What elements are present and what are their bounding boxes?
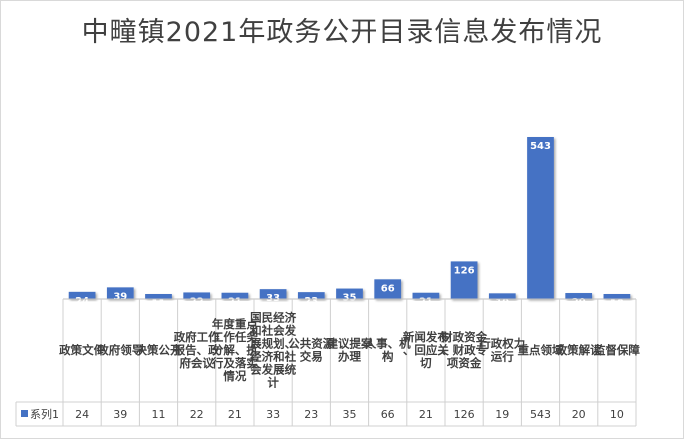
bar bbox=[221, 292, 249, 299]
category-label: 建议提案办理 bbox=[327, 337, 373, 364]
value-label: 24 bbox=[75, 296, 89, 307]
table-value: 33 bbox=[266, 408, 280, 421]
bar bbox=[488, 293, 516, 299]
value-label: 20 bbox=[572, 297, 586, 308]
bar bbox=[68, 291, 96, 299]
category-label: 重点领域 bbox=[518, 343, 564, 357]
category-label: 监督保障 bbox=[594, 343, 640, 357]
bar bbox=[412, 292, 440, 299]
category-label: 政策文件 bbox=[59, 343, 105, 357]
category-label: 人事、机构 bbox=[365, 337, 411, 364]
table-value: 23 bbox=[304, 408, 318, 421]
category-label: 财政资金、财政专项资金 bbox=[440, 330, 487, 370]
bar bbox=[450, 261, 478, 299]
table-value: 39 bbox=[113, 408, 127, 421]
value-label: 22 bbox=[190, 296, 204, 307]
legend-swatch bbox=[21, 410, 28, 417]
bar bbox=[374, 279, 402, 299]
data-table: 系列1 政策文件 24 政府领导 39 决策公开 11 政府工作报告、政府会议 22 年度重点工作… bbox=[15, 298, 640, 427]
bar bbox=[603, 294, 631, 299]
table-value: 10 bbox=[610, 408, 624, 421]
bar bbox=[336, 288, 363, 299]
value-label: 35 bbox=[343, 293, 357, 304]
category-label: 政府领导 bbox=[97, 343, 143, 357]
bar bbox=[106, 287, 134, 299]
table-value: 20 bbox=[572, 408, 586, 421]
value-label: 66 bbox=[381, 283, 395, 294]
category-label: 行政权力运行 bbox=[478, 337, 525, 364]
category-label: 年度重点工作任务分解、执行及落实情况 bbox=[211, 317, 258, 383]
table-value: 21 bbox=[228, 408, 242, 421]
bar bbox=[259, 289, 287, 299]
category-label: 新闻发布、回应关切 bbox=[403, 330, 449, 370]
category-label: 公共资源交易 bbox=[288, 337, 334, 364]
bar bbox=[183, 292, 211, 299]
bar bbox=[145, 294, 172, 299]
bars-layer bbox=[68, 137, 631, 299]
value-label: 19 bbox=[495, 297, 509, 308]
table-value: 22 bbox=[190, 408, 204, 421]
table-value: 21 bbox=[419, 408, 433, 421]
table-value: 543 bbox=[530, 408, 551, 421]
table-value: 11 bbox=[152, 408, 166, 421]
category-label: 政策解读 bbox=[556, 343, 602, 357]
table-value: 66 bbox=[381, 408, 395, 421]
legend-label: 系列1 bbox=[30, 407, 59, 421]
table-value: 126 bbox=[454, 408, 475, 421]
value-label: 10 bbox=[610, 298, 624, 309]
value-label: 21 bbox=[419, 297, 433, 308]
table-value: 19 bbox=[495, 408, 509, 421]
value-label: 21 bbox=[228, 297, 242, 308]
table-value: 24 bbox=[75, 408, 89, 421]
bar bbox=[297, 292, 325, 299]
value-label: 126 bbox=[454, 265, 475, 276]
table-value: 35 bbox=[343, 408, 357, 421]
value-label: 11 bbox=[152, 298, 166, 309]
category-label: 国民经济和社会发展规划、经济和社会发展统计 bbox=[249, 311, 296, 390]
category-label: 决策公开 bbox=[136, 343, 182, 357]
bar bbox=[565, 293, 593, 299]
category-label: 政府工作报告、政府会议 bbox=[174, 330, 220, 370]
value-label: 23 bbox=[304, 296, 318, 307]
value-label: 543 bbox=[530, 141, 551, 152]
bar bbox=[527, 137, 554, 299]
value-label: 39 bbox=[113, 291, 127, 302]
chart-title: 中疃镇2021年政务公开目录信息发布情况 bbox=[81, 17, 603, 48]
